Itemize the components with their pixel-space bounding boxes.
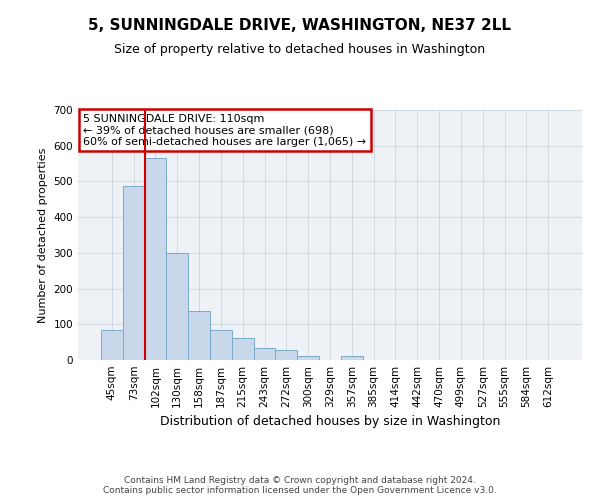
Text: 5 SUNNINGDALE DRIVE: 110sqm
← 39% of detached houses are smaller (698)
60% of se: 5 SUNNINGDALE DRIVE: 110sqm ← 39% of det…	[83, 114, 366, 147]
Text: Contains HM Land Registry data © Crown copyright and database right 2024.
Contai: Contains HM Land Registry data © Crown c…	[103, 476, 497, 495]
Text: Size of property relative to detached houses in Washington: Size of property relative to detached ho…	[115, 42, 485, 56]
Bar	[275, 350, 297, 360]
Text: 5, SUNNINGDALE DRIVE, WASHINGTON, NE37 2LL: 5, SUNNINGDALE DRIVE, WASHINGTON, NE37 2…	[89, 18, 511, 32]
Bar	[101, 330, 123, 360]
Bar	[232, 338, 254, 360]
Bar	[145, 158, 166, 360]
Bar	[254, 348, 275, 360]
Bar	[210, 330, 232, 360]
X-axis label: Distribution of detached houses by size in Washington: Distribution of detached houses by size …	[160, 416, 500, 428]
Y-axis label: Number of detached properties: Number of detached properties	[38, 148, 48, 322]
Bar	[123, 186, 145, 360]
Bar	[297, 356, 319, 360]
Bar	[188, 310, 210, 360]
Bar	[166, 252, 188, 360]
Bar	[341, 356, 363, 360]
